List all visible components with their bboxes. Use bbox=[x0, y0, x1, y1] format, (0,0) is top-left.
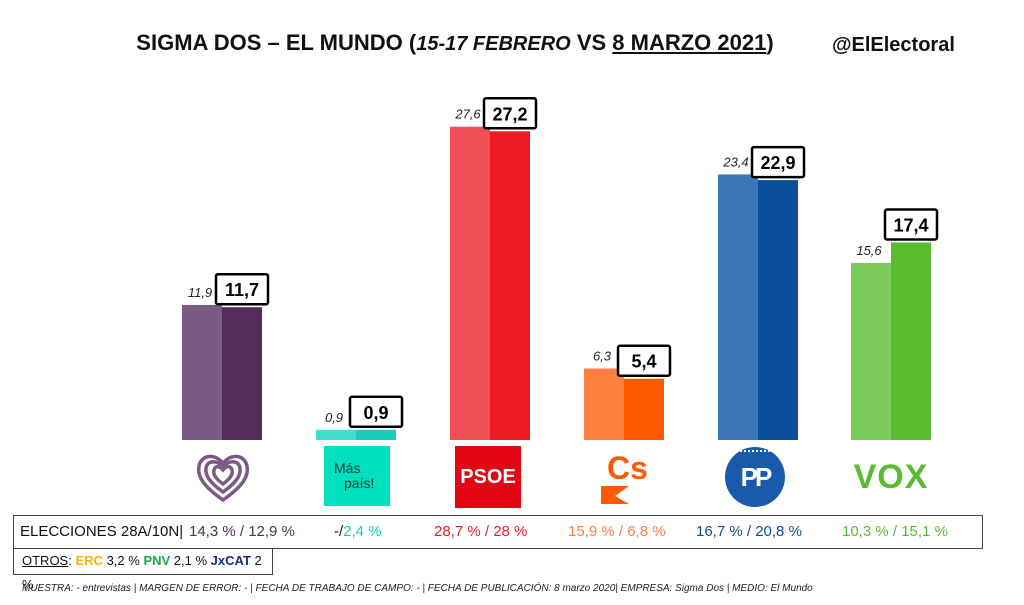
label-box-pp bbox=[750, 145, 806, 179]
heart-icon bbox=[196, 454, 250, 503]
title-part-date2: 8 MARZO 2021 bbox=[612, 30, 767, 55]
mas-pais-text-2: país! bbox=[344, 475, 375, 491]
bar-new-m-s-pa-s bbox=[356, 429, 396, 440]
label-old-m-s-pa-s: 0,9 bbox=[325, 410, 343, 425]
elections-psoe: 28,7 % / 28 % bbox=[434, 523, 528, 540]
otros-label: OTROS bbox=[22, 553, 69, 568]
elections-mp: -/2,4 % bbox=[334, 516, 382, 547]
otros-colon: : bbox=[68, 553, 72, 568]
label-old-pp: 23,4 bbox=[722, 154, 748, 169]
vox-logo: VOX bbox=[846, 446, 936, 508]
bar-new-psoe bbox=[490, 131, 530, 440]
vox-text: VOX bbox=[853, 457, 929, 496]
otros-erc-value: 3,2 % bbox=[106, 553, 140, 568]
bar-old-psoe bbox=[450, 126, 490, 441]
pp-stars-icon bbox=[733, 450, 777, 460]
label-old-vox: 15,6 bbox=[856, 243, 882, 258]
otros-pnv: PNV bbox=[143, 553, 171, 568]
methodology-footer: MUESTRA: - entrevistas | MARGEN DE ERROR… bbox=[22, 583, 813, 594]
bar-old-vox bbox=[851, 262, 891, 440]
bar-old-pp bbox=[718, 174, 758, 440]
label-box-vox bbox=[883, 208, 939, 241]
title-part-a: SIGMA DOS – EL MUNDO ( bbox=[136, 30, 417, 55]
label-box-psoe bbox=[482, 97, 538, 130]
bar-new-vox bbox=[891, 242, 931, 440]
elections-mp-a: -/ bbox=[334, 523, 344, 540]
otros-jxcat-value: 2 % bbox=[22, 553, 262, 592]
bar-old-unidas-podemos bbox=[182, 304, 222, 440]
label-new-m-s-pa-s: 0,9 bbox=[363, 403, 388, 423]
elections-mp-b: 2,4 % bbox=[343, 523, 382, 540]
label-new-vox: 17,4 bbox=[893, 216, 928, 236]
bar-new-unidas-podemos bbox=[222, 307, 262, 440]
chart-title: SIGMA DOS – EL MUNDO (15-17 FEBRERO VS 8… bbox=[0, 30, 910, 56]
cs-logo: Cs bbox=[590, 446, 656, 508]
podemos-logo bbox=[190, 446, 256, 508]
title-part-vs: VS bbox=[570, 30, 613, 55]
otros-pnv-value: 2,1 % bbox=[173, 553, 208, 568]
elections-up: 14,3 % / 12,9 % bbox=[189, 523, 295, 540]
psoe-logo: PSOE bbox=[455, 446, 521, 508]
label-box-m-s-pa-s bbox=[348, 395, 404, 429]
psoe-text: PSOE bbox=[460, 465, 516, 488]
title-part-close: ) bbox=[766, 30, 774, 55]
label-old-psoe: 27,6 bbox=[454, 107, 481, 122]
label-new-unidas-podemos: 11,7 bbox=[225, 280, 259, 300]
pp-text: PP bbox=[740, 461, 773, 492]
label-new-pp: 22,9 bbox=[760, 153, 795, 173]
elections-row: ELECCIONES 28A/10N| 14,3 % / 12,9 % -/2,… bbox=[13, 515, 983, 549]
cs-text: Cs bbox=[607, 450, 648, 486]
label-box-unidas-podemos bbox=[214, 272, 270, 306]
bar-new-cs bbox=[624, 378, 664, 440]
mas-pais-logo: Más país! bbox=[324, 446, 390, 506]
label-new-psoe: 27,2 bbox=[492, 104, 527, 124]
label-old-unidas-podemos: 11,9 bbox=[188, 285, 212, 300]
elections-label: ELECCIONES 28A/10N| bbox=[20, 516, 183, 547]
bar-new-pp bbox=[758, 180, 798, 440]
title-part-dates: 15-17 FEBRERO bbox=[416, 33, 571, 55]
otros-erc: ERC bbox=[75, 553, 103, 568]
otros-row: OTROS: ERC 3,2 % PNV 2,1 % JxCAT 2 % bbox=[13, 549, 273, 592]
elections-label-text: ELECCIONES 28A/10N bbox=[20, 523, 180, 540]
elections-cs: 15,9 % / 6,8 % bbox=[568, 523, 666, 540]
elections-vox: 10,3 % / 15,1 % bbox=[842, 523, 948, 540]
bar-old-m-s-pa-s bbox=[316, 429, 356, 440]
elections-pp: 16,7 % / 20,8 % bbox=[696, 523, 802, 540]
elections-separator: | bbox=[179, 523, 184, 540]
label-new-cs: 5,4 bbox=[631, 352, 656, 372]
bar-old-cs bbox=[584, 368, 624, 440]
pp-logo: PP bbox=[722, 446, 788, 508]
label-box-cs bbox=[616, 344, 672, 377]
otros-jxcat: JxCAT bbox=[210, 553, 251, 568]
mas-pais-text-1: Más bbox=[334, 460, 361, 476]
bar-chart: 11,9 11,7 0,9 0,9 27,6 27,2 6,3 5,4 23,4 22,9 15,6… bbox=[182, 97, 939, 441]
label-old-cs: 6,3 bbox=[593, 348, 612, 363]
twitter-handle: @ElElectoral bbox=[832, 34, 955, 56]
cs-ribbon-icon bbox=[601, 486, 629, 504]
